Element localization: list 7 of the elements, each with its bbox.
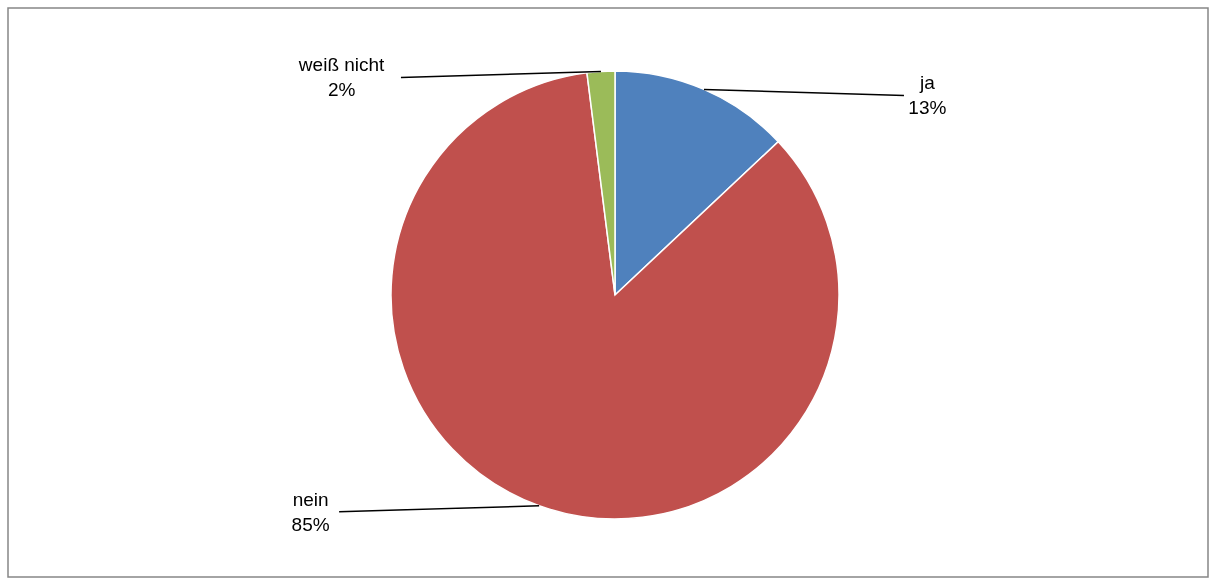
pie-slice bbox=[390, 72, 840, 520]
slice-label: weiß nicht bbox=[297, 54, 386, 76]
slice-label: ja bbox=[918, 72, 936, 94]
data-label: 85% bbox=[291, 513, 330, 535]
data-label: 13% bbox=[908, 97, 947, 119]
data-label: 2% bbox=[327, 79, 356, 101]
slice-label: nein bbox=[292, 488, 329, 510]
